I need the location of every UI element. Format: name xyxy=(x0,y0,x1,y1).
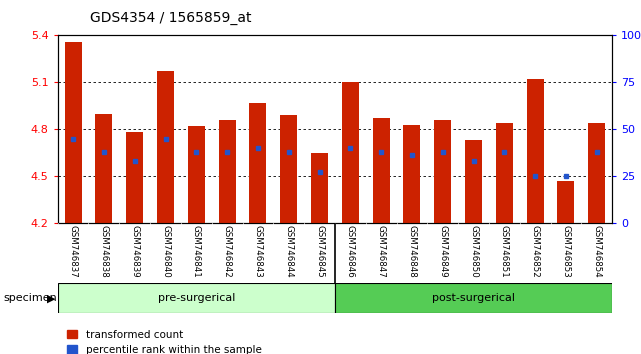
Text: GSM746842: GSM746842 xyxy=(222,225,231,278)
Text: GDS4354 / 1565859_at: GDS4354 / 1565859_at xyxy=(90,11,251,25)
Text: ▶: ▶ xyxy=(47,293,55,303)
Text: GSM746843: GSM746843 xyxy=(253,225,262,278)
Bar xyxy=(372,118,390,223)
Text: GSM746852: GSM746852 xyxy=(531,225,540,278)
Bar xyxy=(403,125,420,223)
Text: GSM746854: GSM746854 xyxy=(592,225,601,278)
Text: GSM746840: GSM746840 xyxy=(161,225,170,278)
Bar xyxy=(588,123,605,223)
Bar xyxy=(58,283,335,313)
Bar xyxy=(527,79,544,223)
Text: GSM746844: GSM746844 xyxy=(284,225,293,278)
Bar xyxy=(280,115,297,223)
Bar xyxy=(496,123,513,223)
Text: GSM746845: GSM746845 xyxy=(315,225,324,278)
Bar xyxy=(96,114,112,223)
Bar xyxy=(335,283,612,313)
Text: GSM746838: GSM746838 xyxy=(99,225,108,278)
Text: pre-surgerical: pre-surgerical xyxy=(158,293,235,303)
Bar xyxy=(188,126,204,223)
Text: GSM746837: GSM746837 xyxy=(69,225,78,278)
Bar xyxy=(558,181,574,223)
Bar xyxy=(126,132,143,223)
Bar xyxy=(249,103,267,223)
Text: GSM746851: GSM746851 xyxy=(500,225,509,278)
Text: GSM746839: GSM746839 xyxy=(130,225,139,278)
Text: GSM746853: GSM746853 xyxy=(562,225,570,278)
Text: GSM746848: GSM746848 xyxy=(408,225,417,278)
Text: GSM746849: GSM746849 xyxy=(438,225,447,278)
Bar xyxy=(465,140,482,223)
Bar xyxy=(434,120,451,223)
Text: GSM746850: GSM746850 xyxy=(469,225,478,278)
Text: GSM746841: GSM746841 xyxy=(192,225,201,278)
Text: post-surgerical: post-surgerical xyxy=(432,293,515,303)
Bar xyxy=(342,82,359,223)
Bar xyxy=(65,42,81,223)
Legend: transformed count, percentile rank within the sample: transformed count, percentile rank withi… xyxy=(63,326,266,354)
Bar xyxy=(157,72,174,223)
Text: GSM746847: GSM746847 xyxy=(377,225,386,278)
Text: GSM746846: GSM746846 xyxy=(346,225,355,278)
Bar xyxy=(219,120,236,223)
Text: specimen: specimen xyxy=(3,293,57,303)
Bar xyxy=(311,153,328,223)
